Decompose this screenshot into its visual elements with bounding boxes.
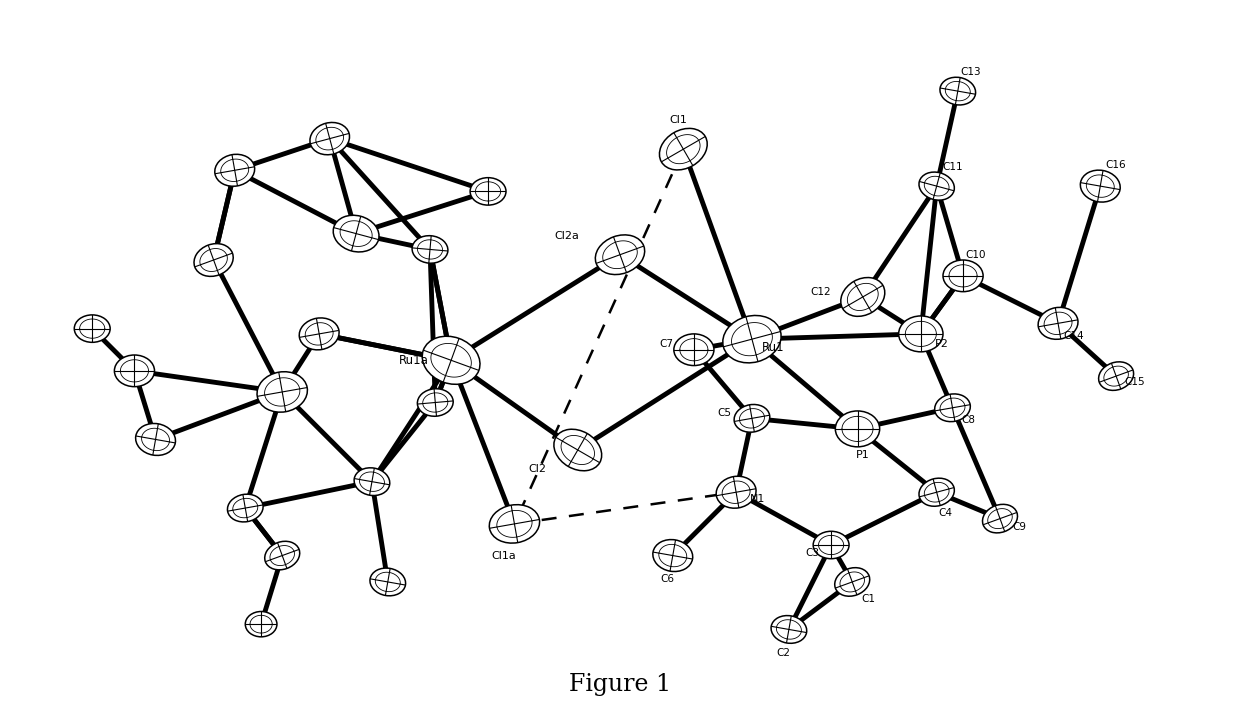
Ellipse shape — [299, 318, 339, 350]
Ellipse shape — [215, 154, 254, 186]
Text: C11: C11 — [942, 162, 962, 172]
Ellipse shape — [899, 316, 942, 352]
Ellipse shape — [135, 423, 176, 455]
Text: Cl1: Cl1 — [670, 114, 687, 125]
Ellipse shape — [418, 389, 453, 416]
Ellipse shape — [412, 236, 448, 263]
Ellipse shape — [982, 504, 1018, 533]
Ellipse shape — [673, 334, 714, 366]
Ellipse shape — [257, 372, 308, 413]
Text: Cl2: Cl2 — [528, 464, 547, 474]
Ellipse shape — [470, 178, 506, 205]
Ellipse shape — [334, 215, 379, 252]
Ellipse shape — [227, 494, 263, 522]
Text: C8: C8 — [961, 415, 976, 425]
Ellipse shape — [554, 430, 601, 471]
Ellipse shape — [1080, 170, 1120, 202]
Text: C2: C2 — [776, 648, 791, 657]
Ellipse shape — [813, 531, 849, 559]
Text: C3: C3 — [805, 548, 820, 559]
Ellipse shape — [595, 235, 645, 275]
Ellipse shape — [1099, 362, 1133, 391]
Text: C9: C9 — [1012, 522, 1025, 532]
Text: N1: N1 — [749, 493, 765, 503]
Ellipse shape — [370, 568, 405, 596]
Text: C7: C7 — [660, 339, 673, 349]
Ellipse shape — [940, 77, 976, 105]
Text: C15: C15 — [1125, 378, 1146, 388]
Ellipse shape — [423, 337, 480, 384]
Ellipse shape — [919, 172, 955, 200]
Text: C6: C6 — [661, 574, 675, 584]
Ellipse shape — [264, 541, 300, 570]
Ellipse shape — [1038, 307, 1078, 339]
Ellipse shape — [771, 616, 807, 643]
Text: C13: C13 — [960, 67, 981, 77]
Text: Cl2a: Cl2a — [554, 231, 579, 241]
Ellipse shape — [734, 405, 770, 432]
Ellipse shape — [74, 315, 110, 342]
Text: P2: P2 — [935, 339, 949, 349]
Ellipse shape — [841, 278, 885, 317]
Ellipse shape — [836, 411, 879, 447]
Text: C16: C16 — [1106, 160, 1126, 170]
Text: Ru1: Ru1 — [761, 341, 785, 354]
Text: Figure 1: Figure 1 — [569, 673, 671, 696]
Text: C14: C14 — [1064, 331, 1084, 341]
Text: C5: C5 — [718, 408, 732, 418]
Text: C12: C12 — [810, 287, 831, 297]
Ellipse shape — [246, 611, 277, 637]
Ellipse shape — [193, 244, 233, 276]
Ellipse shape — [942, 260, 983, 292]
Ellipse shape — [835, 568, 869, 596]
Ellipse shape — [919, 478, 955, 506]
Ellipse shape — [490, 505, 539, 543]
Ellipse shape — [310, 122, 350, 155]
Ellipse shape — [114, 355, 155, 387]
Text: P1: P1 — [856, 450, 869, 460]
Text: C1: C1 — [861, 594, 875, 604]
Ellipse shape — [660, 129, 707, 170]
Ellipse shape — [355, 468, 389, 496]
Text: Ru1a: Ru1a — [399, 354, 429, 367]
Ellipse shape — [717, 476, 756, 508]
Text: C10: C10 — [966, 250, 986, 260]
Ellipse shape — [723, 315, 781, 363]
Ellipse shape — [935, 394, 971, 422]
Text: Cl1a: Cl1a — [491, 550, 516, 561]
Ellipse shape — [652, 540, 693, 572]
Text: C4: C4 — [939, 508, 952, 518]
